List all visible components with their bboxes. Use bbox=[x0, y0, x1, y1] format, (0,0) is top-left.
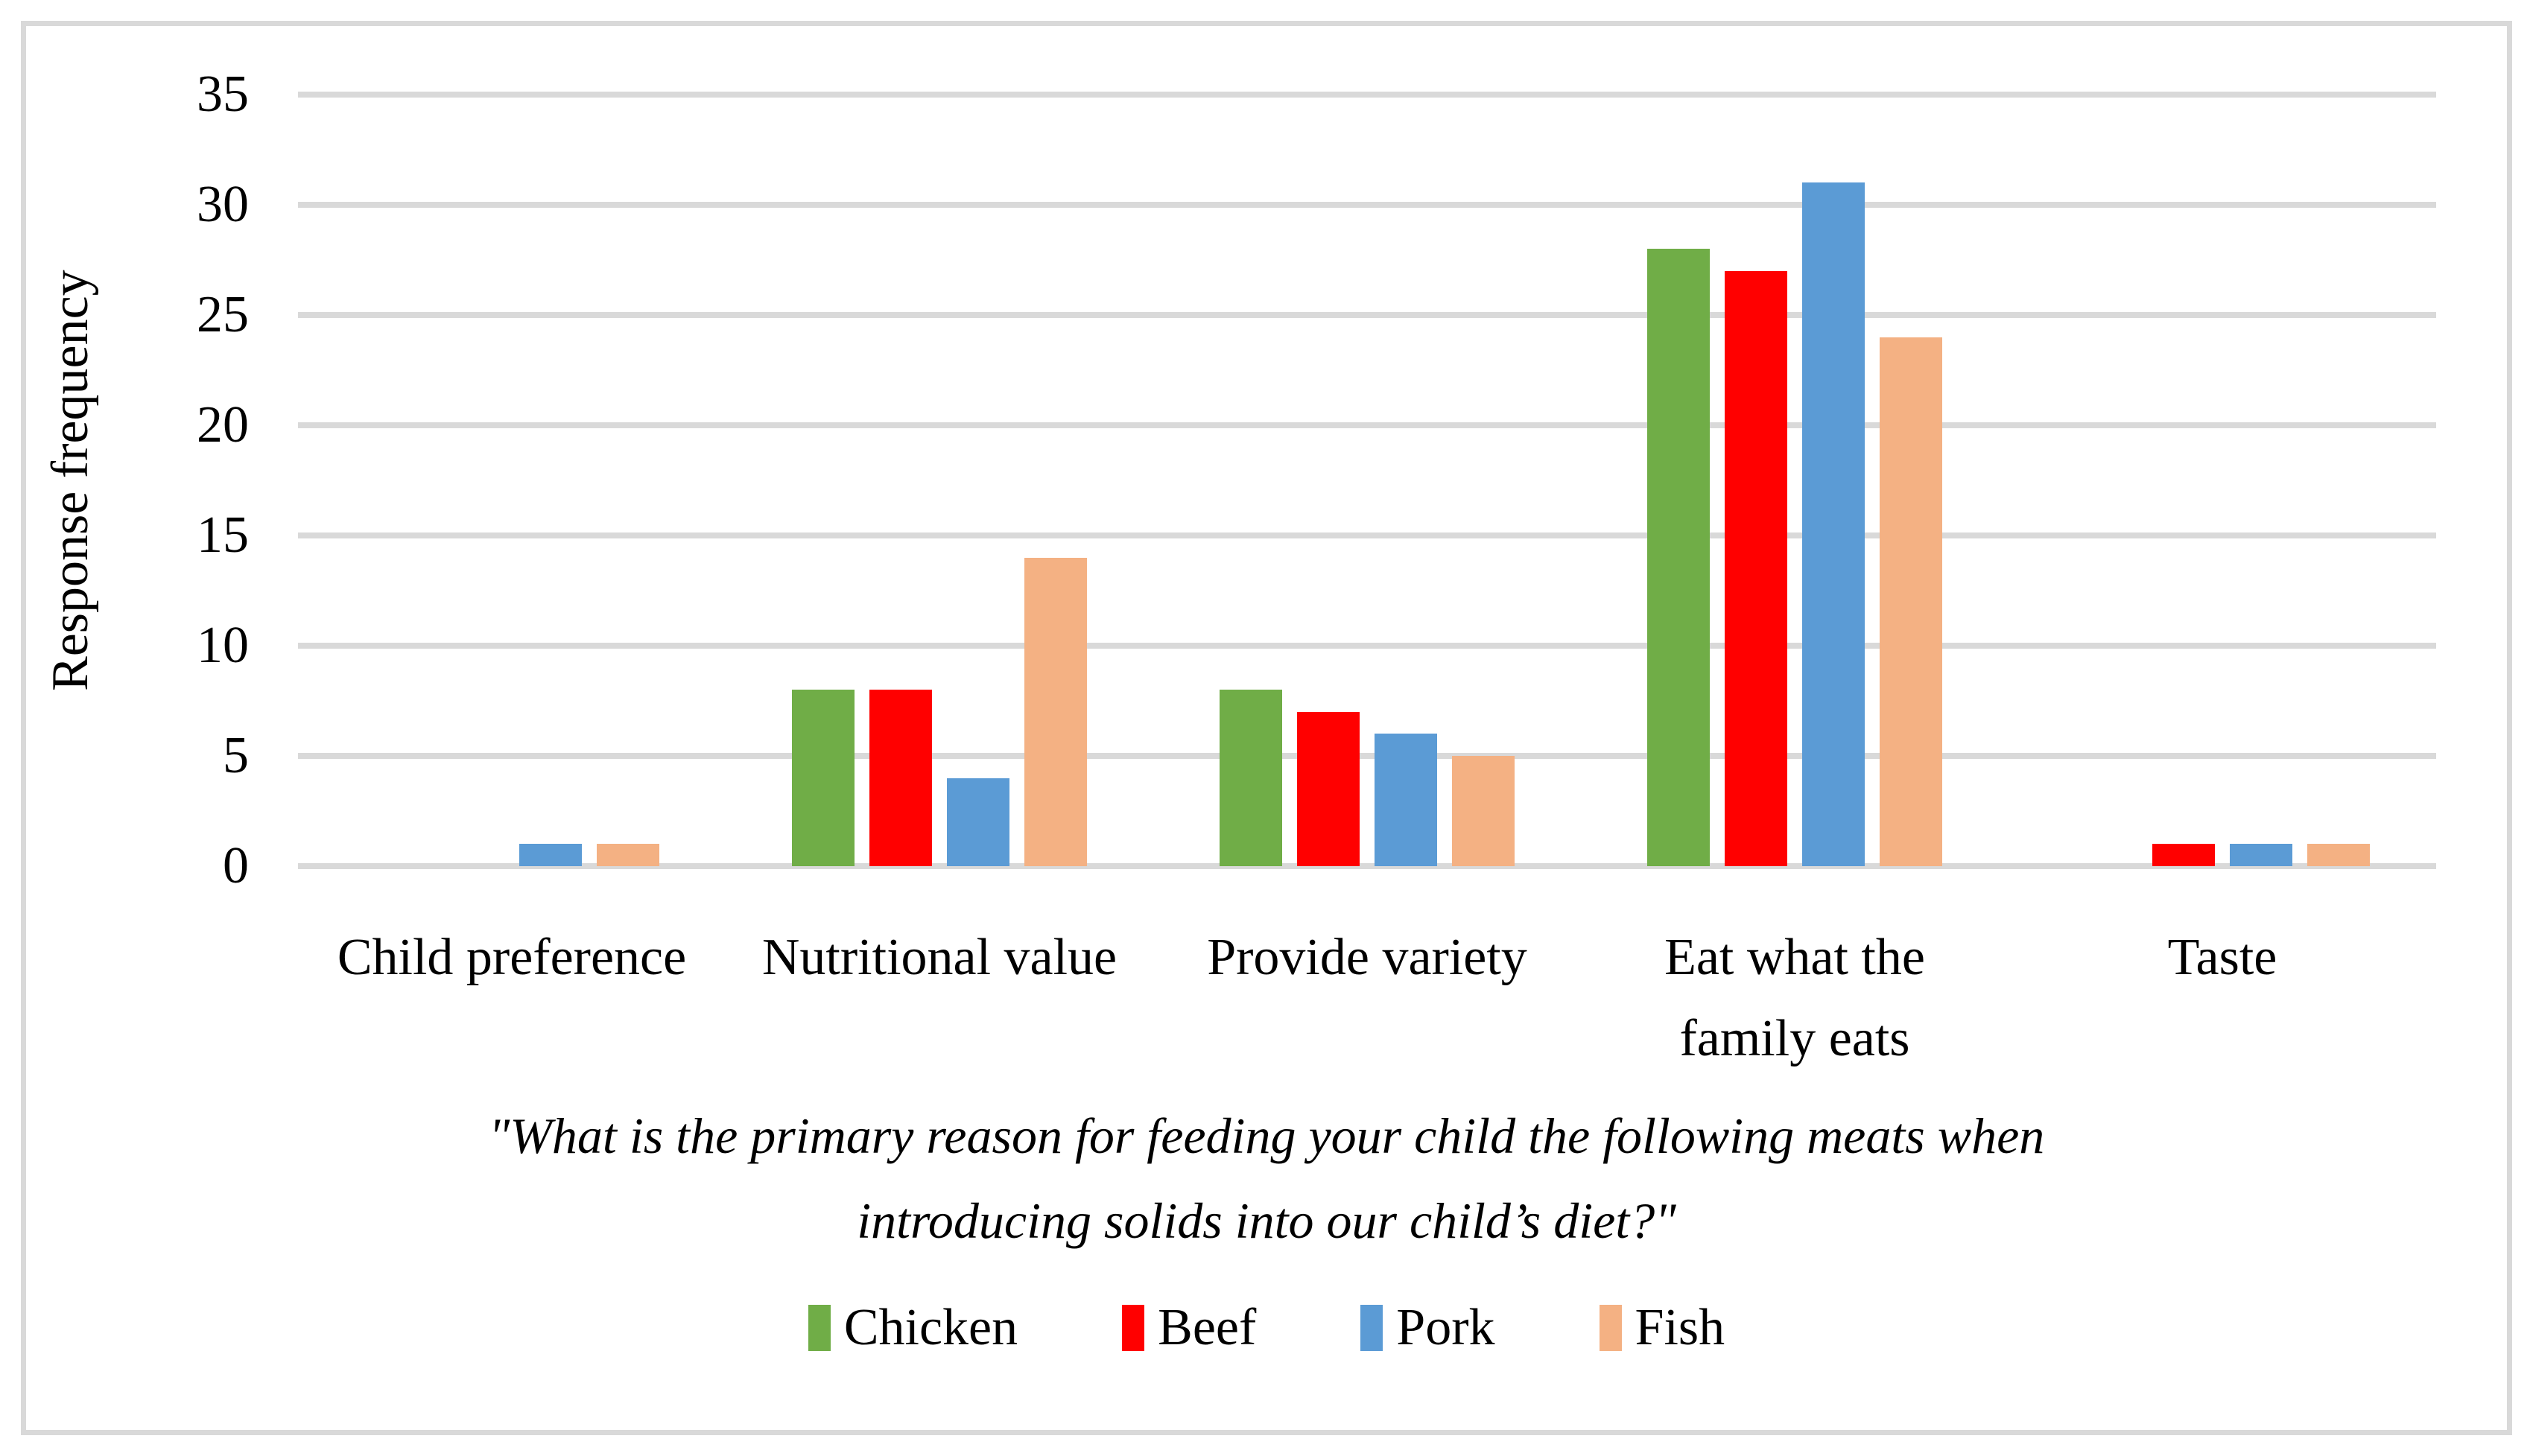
caption-line-1: "What is the primary reason for feeding … bbox=[488, 1107, 2045, 1164]
legend-swatch-beef bbox=[1122, 1305, 1145, 1351]
bar-chicken bbox=[1220, 690, 1282, 866]
bar-beef bbox=[1297, 711, 1360, 866]
x-axis-label-4: Eat what the family eats bbox=[1664, 929, 1925, 1067]
bar-group-1 bbox=[298, 95, 726, 866]
y-axis-tick-labels: 0 5 10 15 20 25 30 35 bbox=[0, 69, 298, 892]
bar-group-2 bbox=[726, 95, 1153, 866]
legend-label-fish: Fish bbox=[1635, 1299, 1725, 1356]
y-tick-label-10: 10 bbox=[197, 617, 249, 674]
bar-beef bbox=[1725, 270, 1787, 866]
legend-swatch-fish bbox=[1599, 1305, 1622, 1351]
y-tick-label-0: 0 bbox=[223, 837, 249, 894]
bar-pork bbox=[2230, 844, 2292, 866]
legend-swatch-chicken bbox=[808, 1305, 831, 1351]
legend-swatch-pork bbox=[1360, 1305, 1383, 1351]
figure-border bbox=[21, 21, 2512, 1435]
gridline-10 bbox=[298, 643, 2436, 649]
bar-fish bbox=[597, 844, 659, 866]
bar-pork bbox=[947, 778, 1009, 866]
x-axis-label-2: Nutritional value bbox=[761, 929, 1118, 986]
y-tick-label-25: 25 bbox=[197, 286, 249, 343]
bar-pork bbox=[519, 844, 582, 866]
gridline-15 bbox=[298, 533, 2436, 538]
y-tick-label-20: 20 bbox=[197, 396, 249, 454]
x-axis-labels: Child preference Nutritional value Provide… bbox=[298, 918, 2436, 1079]
y-tick-label-15: 15 bbox=[197, 506, 249, 564]
gridline-20 bbox=[298, 422, 2436, 428]
gridline-0 bbox=[298, 863, 2436, 869]
bar-chicken bbox=[1647, 249, 1710, 866]
x-axis-label-3: Provide variety bbox=[1207, 929, 1527, 986]
y-tick-label-30: 30 bbox=[197, 176, 249, 233]
gridline-30 bbox=[298, 202, 2436, 208]
axis-caption: "What is the primary reason for feeding … bbox=[0, 1093, 2533, 1263]
bar-fish bbox=[1880, 337, 1942, 866]
legend-item-chicken: Chicken bbox=[808, 1302, 1018, 1354]
bar-pork bbox=[1375, 734, 1437, 866]
bar-beef bbox=[2152, 844, 2215, 866]
bar-group-4 bbox=[1581, 95, 2009, 866]
bar-fish bbox=[1452, 756, 1515, 866]
gridline-35 bbox=[298, 92, 2436, 98]
legend-label-chicken: Chicken bbox=[843, 1299, 1018, 1356]
legend-item-pork: Pork bbox=[1360, 1299, 1495, 1356]
caption-line-2: introducing solids into our child’s diet… bbox=[857, 1192, 1676, 1250]
bar-beef bbox=[869, 690, 932, 866]
y-tick-label-5: 5 bbox=[223, 727, 249, 784]
legend-item-beef: Beef bbox=[1122, 1302, 1256, 1354]
gridline-25 bbox=[298, 312, 2436, 318]
bar-fish bbox=[2307, 844, 2370, 866]
x-axis-label-5: Taste bbox=[2167, 929, 2277, 986]
y-tick-label-35: 35 bbox=[197, 66, 249, 123]
legend-item-fish: Fish bbox=[1599, 1299, 1725, 1356]
legend: Chicken Beef Pork Fish bbox=[0, 1302, 2533, 1354]
legend-label-beef: Beef bbox=[1158, 1299, 1257, 1356]
bar-fish bbox=[1024, 557, 1087, 866]
bar-groups bbox=[298, 95, 2436, 866]
legend-label-pork: Pork bbox=[1396, 1299, 1495, 1356]
bar-group-3 bbox=[1153, 95, 1581, 866]
bar-group-5 bbox=[2009, 95, 2436, 866]
bar-pork bbox=[1802, 182, 1865, 866]
gridline-5 bbox=[298, 753, 2436, 759]
plot-area bbox=[298, 92, 2436, 869]
x-axis-label-1: Child preference bbox=[337, 929, 687, 986]
bar-chicken bbox=[792, 690, 855, 866]
gridlines bbox=[298, 92, 2436, 869]
